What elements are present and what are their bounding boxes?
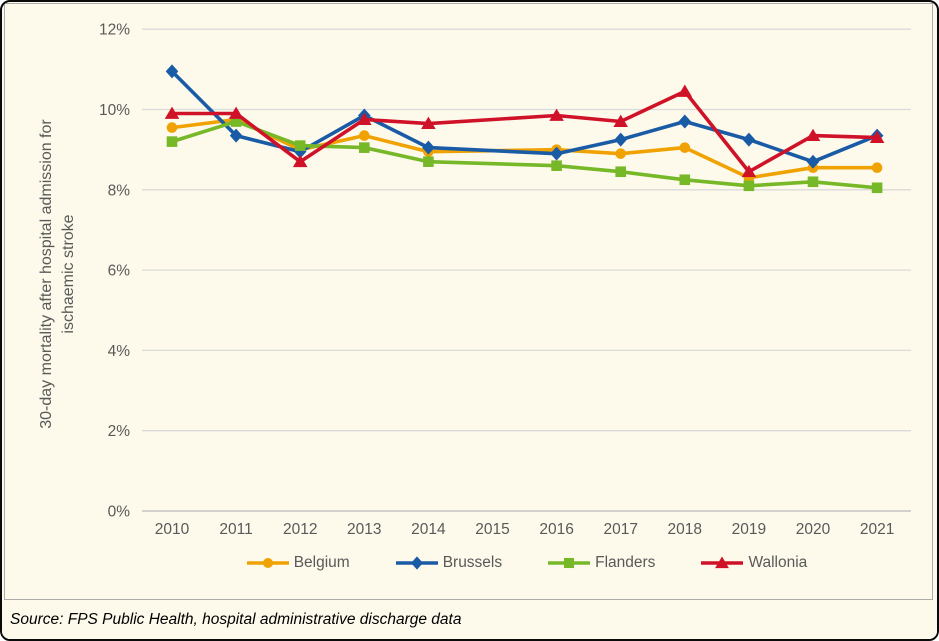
x-tick-label: 2020 bbox=[796, 521, 831, 538]
y-tick-label: 12% bbox=[99, 22, 130, 39]
legend-swatch-circle-icon bbox=[246, 557, 289, 569]
x-tick-label: 2013 bbox=[347, 521, 381, 538]
data-point-triangle bbox=[292, 154, 308, 168]
x-tick-label: 2014 bbox=[411, 521, 446, 538]
data-point-triangle bbox=[869, 130, 885, 144]
data-point-diamond bbox=[229, 128, 243, 143]
data-point-square bbox=[294, 140, 306, 151]
data-point-triangle bbox=[677, 84, 693, 97]
x-tick-label: 2011 bbox=[219, 521, 252, 538]
legend-label: Belgium bbox=[293, 554, 350, 571]
data-point-square bbox=[564, 557, 575, 569]
x-tick-label: 2012 bbox=[283, 521, 317, 538]
data-point-circle bbox=[166, 122, 178, 133]
data-point-square bbox=[551, 160, 562, 172]
y-tick-label: 4% bbox=[108, 343, 131, 360]
y-tick-label: 0% bbox=[108, 504, 131, 521]
data-point-diamond bbox=[614, 132, 627, 147]
data-point-triangle bbox=[741, 164, 757, 178]
data-point-square bbox=[743, 180, 755, 192]
data-point-circle bbox=[359, 130, 370, 141]
plot-area: 0% 2% 4% 6% 8% 10% 12% 2010 2011 2012 2013 2014 2015… bbox=[99, 22, 911, 538]
data-point-diamond bbox=[806, 154, 820, 169]
legend-label: Wallonia bbox=[748, 554, 808, 571]
series-line-flanders bbox=[171, 119, 878, 190]
data-point-triangle bbox=[613, 114, 628, 127]
data-point-circle bbox=[871, 162, 883, 174]
data-point-triangle bbox=[421, 116, 436, 129]
series-markers-wallonia bbox=[164, 84, 885, 178]
data-point-square bbox=[871, 182, 883, 194]
data-point-square bbox=[359, 142, 370, 153]
series-line-wallonia bbox=[172, 89, 878, 174]
data-point-diamond bbox=[422, 140, 435, 155]
data-point-circle bbox=[615, 148, 626, 159]
chart-panel: 30-day mortality after hospital admissio… bbox=[4, 3, 933, 600]
data-point-diamond bbox=[165, 64, 179, 79]
x-tick-label: 2018 bbox=[668, 521, 702, 538]
x-tick-label: 2010 bbox=[155, 521, 190, 538]
data-point-triangle bbox=[715, 556, 730, 569]
legend-item-wallonia: Wallonia bbox=[699, 554, 807, 572]
y-tick-label: 2% bbox=[108, 423, 131, 440]
data-point-triangle bbox=[164, 106, 180, 119]
data-point-triangle bbox=[228, 106, 244, 119]
legend-label: Brussels bbox=[442, 554, 503, 571]
legend-swatch-diamond-icon bbox=[395, 556, 438, 570]
legend-item-brussels: Brussels bbox=[394, 554, 502, 572]
legend-item-belgium: Belgium bbox=[245, 554, 350, 572]
legend-swatch-triangle-icon bbox=[701, 556, 744, 569]
legend: Belgium Brussels Flanders Wallonia bbox=[140, 554, 912, 572]
data-point-square bbox=[807, 176, 819, 188]
data-point-diamond bbox=[550, 146, 563, 161]
source-text: Source: FPS Public Health, hospital admi… bbox=[10, 610, 462, 628]
data-point-diamond bbox=[678, 114, 692, 129]
data-point-diamond bbox=[410, 556, 423, 570]
source-caption: Source: FPS Public Health, hospital admi… bbox=[2, 600, 937, 639]
data-point-square bbox=[166, 136, 178, 147]
x-tick-label: 2021 bbox=[860, 521, 894, 538]
legend-item-flanders: Flanders bbox=[546, 554, 655, 572]
y-tick-label: 8% bbox=[108, 182, 131, 199]
data-point-diamond bbox=[742, 132, 756, 147]
x-tick-label: 2016 bbox=[539, 521, 573, 538]
series-markers-flanders bbox=[166, 116, 883, 194]
y-tick-label: 6% bbox=[108, 263, 131, 280]
data-point-square bbox=[615, 166, 626, 178]
data-point-square bbox=[230, 116, 242, 127]
data-point-square bbox=[679, 174, 691, 186]
data-point-circle bbox=[679, 142, 691, 153]
data-point-circle bbox=[262, 557, 273, 569]
data-point-triangle bbox=[357, 112, 372, 125]
x-tick-label: 2019 bbox=[732, 521, 766, 538]
data-point-triangle bbox=[805, 128, 821, 141]
y-tick-label: 10% bbox=[99, 102, 130, 119]
data-point-square bbox=[423, 156, 434, 167]
legend-swatch-square-icon bbox=[548, 557, 591, 569]
x-tick-label: 2017 bbox=[603, 521, 637, 538]
legend-label: Flanders bbox=[595, 554, 656, 571]
data-point-triangle bbox=[549, 108, 564, 121]
x-tick-label: 2015 bbox=[475, 521, 509, 538]
